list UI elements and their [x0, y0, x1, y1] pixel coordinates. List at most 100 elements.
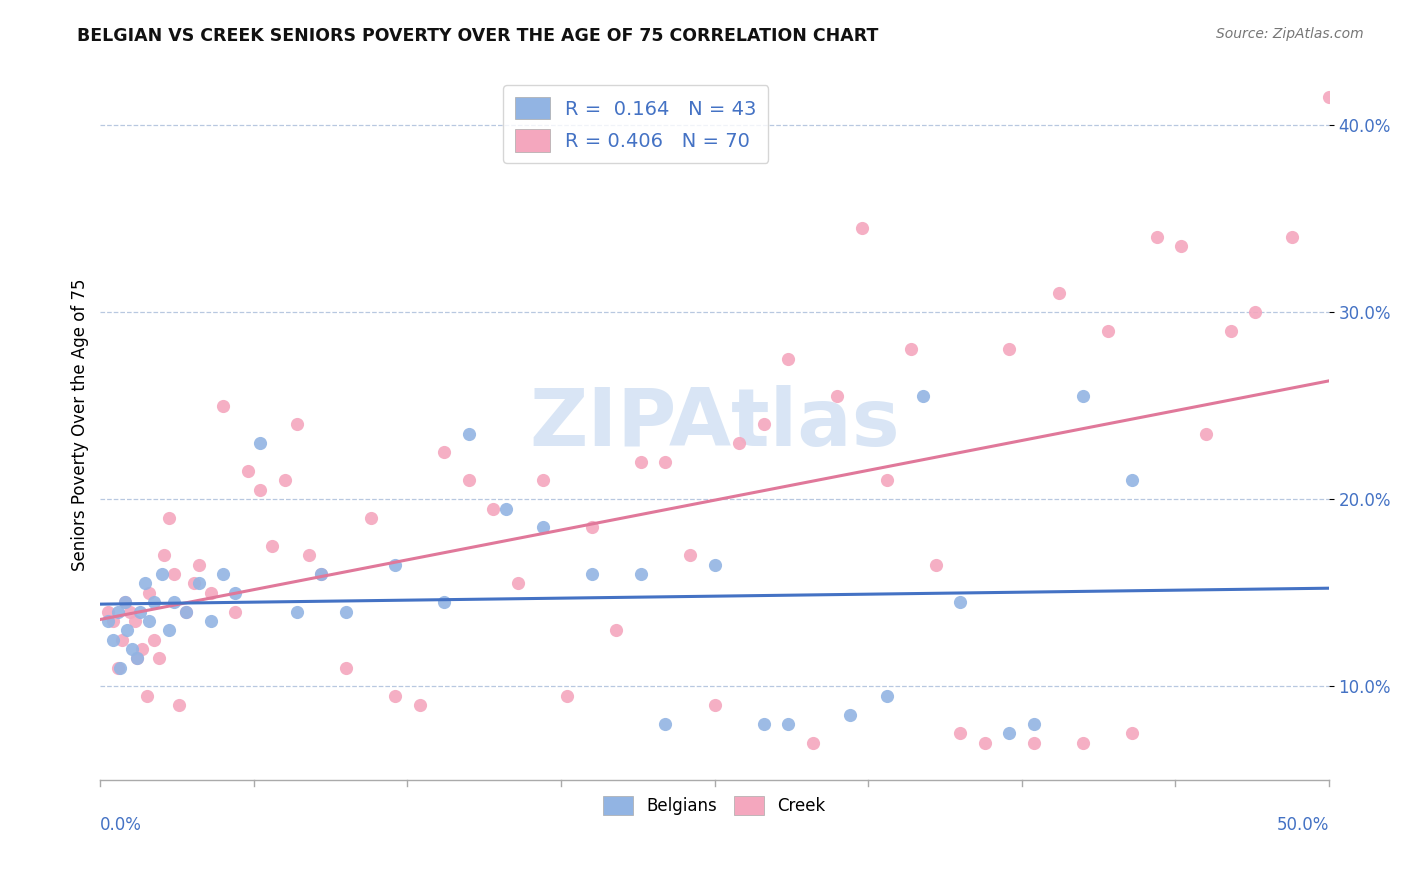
Point [1281, 230, 1303, 244]
Point [1317, 89, 1340, 103]
Point [360, 511, 382, 525]
Point [176, 605, 198, 619]
Point [531, 520, 554, 534]
Point [851, 220, 873, 235]
Point [630, 567, 652, 582]
Point [176, 605, 198, 619]
Point [605, 624, 627, 638]
Point [654, 717, 676, 731]
Point [273, 474, 295, 488]
Point [433, 445, 456, 459]
Point [187, 576, 209, 591]
Point [457, 426, 479, 441]
Point [949, 726, 972, 740]
Point [949, 595, 972, 609]
Point [482, 501, 505, 516]
Text: 0.0%: 0.0% [100, 815, 142, 834]
Point [128, 605, 150, 619]
Point [200, 586, 222, 600]
Point [118, 605, 141, 619]
Point [506, 576, 529, 591]
Point [153, 549, 176, 563]
Point [249, 483, 271, 497]
Point [433, 595, 456, 609]
Text: ZIPAtlas: ZIPAtlas [529, 385, 900, 463]
Point [1170, 239, 1192, 253]
Point [752, 717, 775, 731]
Point [778, 351, 800, 366]
Point [630, 455, 652, 469]
Point [143, 632, 166, 647]
Point [335, 661, 357, 675]
Point [703, 698, 725, 713]
Point [1022, 717, 1045, 731]
Point [827, 389, 849, 403]
Point [262, 539, 284, 553]
Point [1022, 736, 1045, 750]
Point [212, 567, 235, 582]
Point [97, 614, 120, 628]
Point [679, 549, 702, 563]
Point [1219, 324, 1241, 338]
Point [1121, 474, 1143, 488]
Point [127, 651, 149, 665]
Point [138, 586, 160, 600]
Point [157, 511, 180, 525]
Point [249, 436, 271, 450]
Point [111, 632, 134, 647]
Point [1071, 736, 1094, 750]
Text: Source: ZipAtlas.com: Source: ZipAtlas.com [1216, 27, 1364, 41]
Point [285, 417, 308, 432]
Point [876, 474, 898, 488]
Point [973, 736, 995, 750]
Point [212, 399, 235, 413]
Point [224, 586, 246, 600]
Point [1146, 230, 1168, 244]
Point [183, 576, 205, 591]
Legend: Belgians, Creek: Belgians, Creek [596, 789, 832, 822]
Point [148, 651, 170, 665]
Point [581, 520, 603, 534]
Point [801, 736, 824, 750]
Point [1195, 426, 1218, 441]
Point [728, 436, 751, 450]
Point [97, 605, 120, 619]
Point [127, 651, 149, 665]
Text: BELGIAN VS CREEK SENIORS POVERTY OVER THE AGE OF 75 CORRELATION CHART: BELGIAN VS CREEK SENIORS POVERTY OVER TH… [77, 27, 879, 45]
Point [117, 624, 139, 638]
Point [134, 576, 156, 591]
Point [187, 558, 209, 572]
Point [1071, 389, 1094, 403]
Point [654, 455, 676, 469]
Point [998, 343, 1021, 357]
Point [143, 595, 166, 609]
Point [108, 661, 131, 675]
Point [101, 632, 124, 647]
Point [555, 689, 578, 703]
Point [285, 605, 308, 619]
Point [114, 595, 136, 609]
Point [298, 549, 321, 563]
Point [150, 567, 173, 582]
Point [200, 614, 222, 628]
Point [114, 595, 136, 609]
Point [335, 605, 357, 619]
Point [703, 558, 725, 572]
Point [311, 567, 333, 582]
Point [924, 558, 946, 572]
Point [384, 689, 406, 703]
Point [752, 417, 775, 432]
Point [531, 474, 554, 488]
Point [838, 707, 860, 722]
Point [409, 698, 432, 713]
Point [163, 595, 186, 609]
Point [124, 614, 146, 628]
Point [163, 567, 186, 582]
Point [876, 689, 898, 703]
Point [495, 501, 517, 516]
Point [167, 698, 190, 713]
Point [1244, 305, 1267, 319]
Point [778, 717, 800, 731]
Point [224, 605, 246, 619]
Point [157, 624, 180, 638]
